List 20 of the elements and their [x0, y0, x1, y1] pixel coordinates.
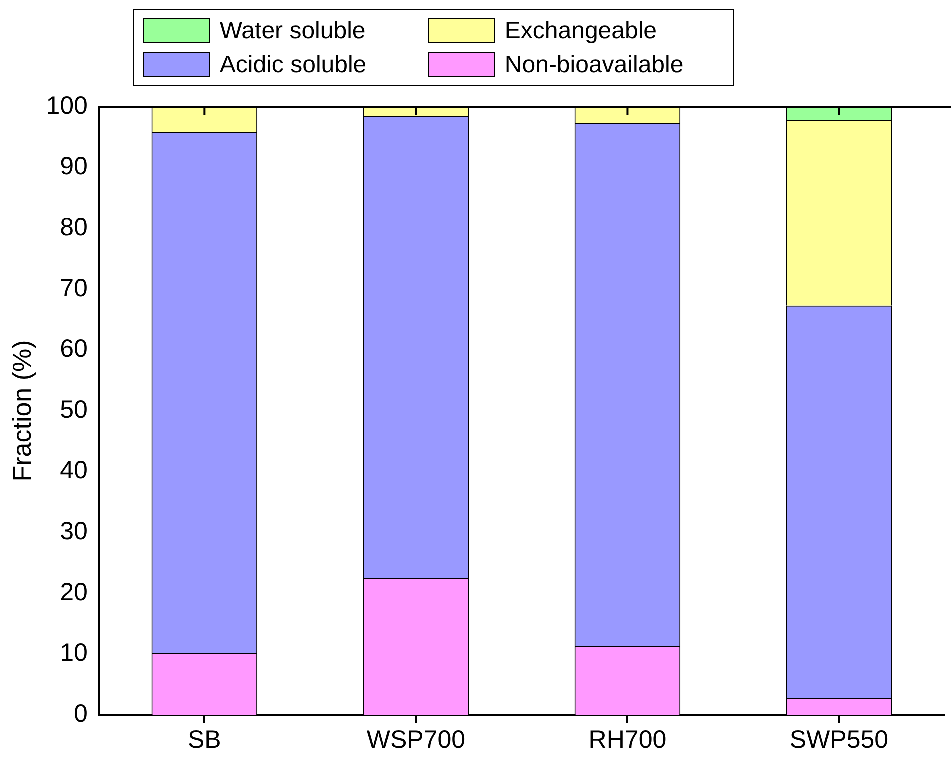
y-tick-label: 10 [60, 639, 88, 668]
y-tick-label: 80 [60, 213, 88, 242]
y-tick-label: 90 [60, 152, 88, 181]
y-tick-label: 50 [60, 396, 88, 424]
y-tick-label: 70 [60, 274, 88, 302]
y-tick-label: 100 [46, 92, 88, 120]
legend-label: Non-bioavailable [504, 52, 684, 79]
x-tick-label: SWP550 [790, 726, 889, 754]
y-axis-title: Fraction (%) [6, 340, 37, 482]
y-tick-label: 40 [60, 456, 88, 485]
x-tick-label: RH700 [588, 726, 667, 754]
legend-label: Water soluble [220, 18, 366, 45]
legend-label: Exchangeable [504, 18, 658, 45]
legend-label: Acidic soluble [220, 52, 367, 79]
y-tick-label: 20 [60, 578, 88, 606]
x-tick-label: WSP700 [366, 726, 466, 754]
x-tick-label: SB [188, 726, 222, 754]
y-tick-label: 30 [60, 517, 88, 546]
y-tick-label: 60 [60, 335, 88, 364]
y-tick-label: 0 [74, 700, 88, 728]
